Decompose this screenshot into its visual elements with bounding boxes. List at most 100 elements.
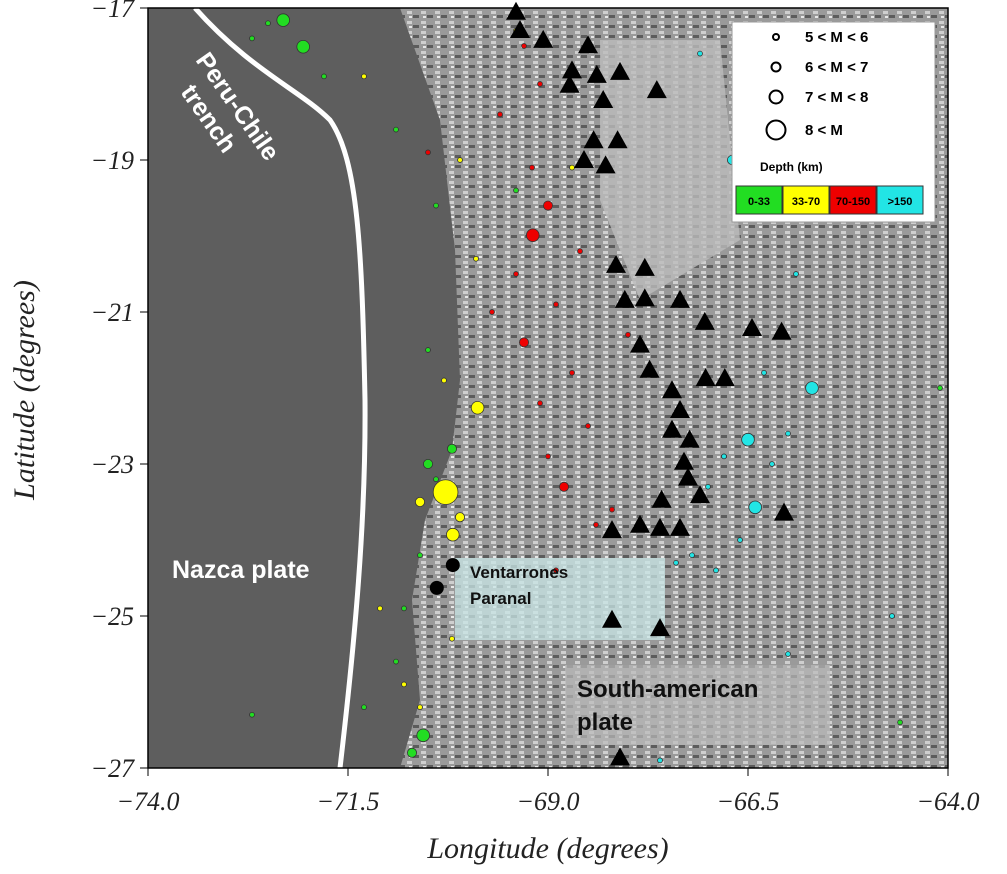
earthquake (418, 553, 423, 558)
y-axis-label: Latitude (degrees) (8, 280, 41, 501)
earthquake (786, 431, 791, 436)
earthquake (471, 401, 484, 414)
earthquake (297, 40, 310, 53)
size-legend-symbol (770, 91, 783, 104)
earthquake (586, 424, 591, 429)
earthquake (674, 560, 679, 565)
earthquake (554, 302, 559, 307)
earthquake (322, 74, 327, 79)
earthquake (770, 462, 775, 467)
earthquake (706, 484, 711, 489)
earthquake (415, 497, 424, 506)
site (446, 558, 460, 572)
earthquake (250, 712, 255, 717)
earthquake (394, 659, 399, 664)
earthquake (277, 14, 290, 27)
earthquake (698, 51, 703, 56)
earthquake (526, 229, 539, 242)
depth-legend-label: 33-70 (792, 196, 820, 208)
earthquake (514, 272, 519, 277)
y-tick-label: −19 (90, 146, 134, 175)
earthquake (749, 501, 762, 514)
earthquake (407, 748, 416, 757)
earthquake (610, 507, 615, 512)
size-legend-symbol (773, 34, 779, 40)
earthquake (417, 729, 430, 742)
earthquake (250, 36, 255, 41)
earthquake (738, 538, 743, 543)
earthquake (519, 338, 528, 347)
size-legend-label: 8 < M (805, 122, 843, 139)
earthquake (690, 553, 695, 558)
earthquake (450, 636, 455, 641)
earthquake (490, 310, 495, 315)
depth-legend-label: 70-150 (836, 196, 870, 208)
annotation: South-american (577, 676, 758, 703)
y-tick-label: −23 (90, 450, 134, 479)
earthquake (546, 454, 551, 459)
depth-legend-label: 0-33 (748, 196, 770, 208)
earthquake (362, 705, 367, 710)
earthquake (559, 482, 568, 491)
size-legend-symbol (772, 63, 781, 72)
earthquake (570, 165, 575, 170)
earthquake (266, 21, 271, 26)
earthquake (538, 401, 543, 406)
x-tick-label: −74.0 (116, 787, 179, 816)
earthquake (794, 272, 799, 277)
y-tick-label: −27 (90, 754, 135, 783)
map-chart: Peru-Chile trench Nazca plate Ventarrone… (0, 0, 1007, 874)
earthquake (362, 74, 367, 79)
x-tick-label: −71.5 (316, 787, 379, 816)
earthquake (442, 378, 447, 383)
earthquake (890, 614, 895, 619)
earthquake (898, 720, 903, 725)
annotation: Paranal (470, 589, 531, 608)
earthquake (762, 370, 767, 375)
site (430, 581, 444, 595)
earthquake (578, 249, 583, 254)
earthquake (806, 382, 819, 395)
size-legend-symbol (767, 121, 786, 140)
y-tick-label: −21 (90, 298, 134, 327)
x-axis-label: Longitude (degrees) (426, 832, 668, 865)
earthquake (423, 459, 432, 468)
annotation: Nazca plate (172, 556, 310, 584)
x-tick-label: −64.0 (916, 787, 979, 816)
earthquake (426, 150, 431, 155)
earthquake (474, 256, 479, 261)
earthquake (446, 528, 459, 541)
earthquake (786, 652, 791, 657)
earthquake (458, 158, 463, 163)
earthquake (402, 682, 407, 687)
earthquake (455, 513, 464, 522)
earthquake (543, 201, 552, 210)
earthquake (402, 606, 407, 611)
depth-legend-label: >150 (888, 196, 913, 208)
earthquake (938, 386, 943, 391)
earthquake (522, 44, 527, 49)
earthquake (742, 433, 755, 446)
earthquake (658, 758, 663, 763)
earthquake (714, 568, 719, 573)
earthquake (538, 82, 543, 87)
earthquake (418, 705, 423, 710)
earthquake (570, 370, 575, 375)
earthquake (433, 480, 458, 505)
earthquake (498, 112, 503, 117)
earthquake (626, 332, 631, 337)
size-legend-label: 6 < M < 7 (805, 59, 868, 76)
annotation: plate (577, 709, 633, 736)
earthquake (594, 522, 599, 527)
earthquake (378, 606, 383, 611)
y-tick-label: −25 (90, 602, 134, 631)
earthquake (434, 203, 439, 208)
earthquake (426, 348, 431, 353)
legend-title: Depth (km) (760, 160, 823, 174)
earthquake (447, 444, 456, 453)
legend: Depth (km) 5 < M < 6 6 < M < 7 7 < M < 8 8 … (732, 22, 935, 222)
y-tick-label: −17 (90, 0, 135, 23)
size-legend-label: 5 < M < 6 (805, 29, 868, 46)
x-tick-label: −69.0 (516, 787, 579, 816)
size-legend-label: 7 < M < 8 (805, 89, 868, 106)
